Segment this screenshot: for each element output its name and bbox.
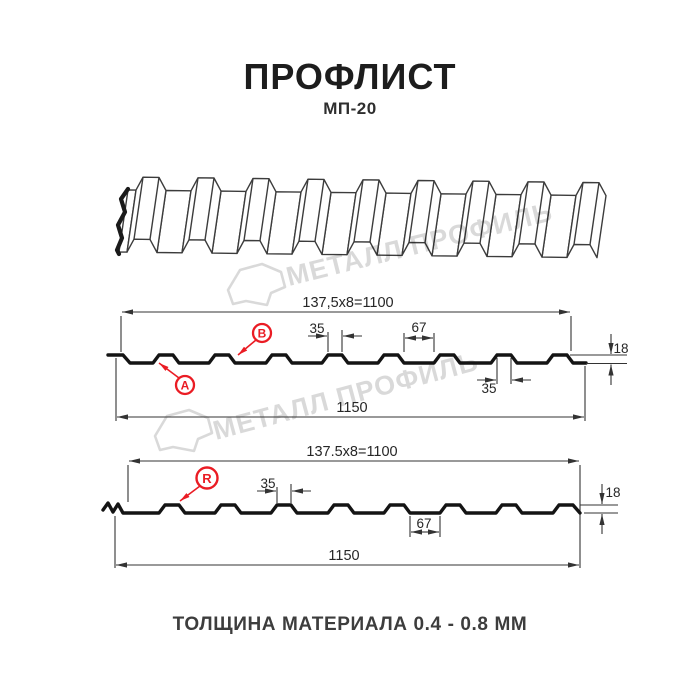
sheet-line [589, 182, 600, 245]
sheet-3d-view [114, 176, 607, 259]
callout-b-label: B [258, 327, 267, 341]
sheet-line [463, 181, 474, 244]
dim-valley-width: 67 [411, 320, 426, 335]
sheet-line [353, 179, 364, 242]
dim-height: 18 [613, 341, 628, 356]
material-thickness-note: ТОЛЩИНА МАТЕРИАЛА 0.4 - 0.8 ММ [172, 614, 528, 635]
sheet-line [243, 178, 254, 241]
dim-coverage-width: 137.5x8=1100 [306, 444, 397, 460]
sheet-line [133, 177, 144, 240]
metall-profil-logo-icon [153, 408, 214, 453]
dim-overall-width: 1150 [336, 400, 367, 416]
sheet-line [408, 180, 419, 243]
dim-height: 18 [605, 485, 620, 500]
metall-profil-logo-icon [226, 262, 287, 307]
sheet-line [534, 181, 545, 245]
sheet-line [259, 178, 270, 241]
sheet-line [518, 181, 529, 244]
profile-back-outline [101, 501, 582, 515]
profile-front-section: 137,5x8=1100 35 67 35 [106, 295, 629, 421]
sheet-line [573, 182, 584, 245]
sheet-line [369, 179, 380, 243]
sheet-line [149, 177, 160, 240]
callout-b: B [237, 322, 273, 356]
dim-valley-width: 67 [416, 516, 431, 531]
sheet-line [114, 186, 131, 257]
dim-rib-top-width: 35 [260, 476, 275, 491]
sheet-line [479, 181, 490, 244]
callout-a: A [158, 362, 196, 396]
profile-front-outline [106, 353, 588, 365]
profile-model-subtitle: МП-20 [323, 99, 377, 118]
callout-a-label: A [181, 379, 190, 393]
profile-back-section: 137.5x8=1100 35 67 18 11 [101, 444, 621, 568]
dim-rib-top-width-lower: 35 [481, 381, 496, 396]
sheet-line [204, 177, 215, 241]
page-title: ПРОФЛИСТ [243, 56, 457, 97]
dim-coverage-width: 137,5x8=1100 [302, 295, 393, 311]
dim-overall-width: 1150 [328, 548, 359, 564]
sheet-line [298, 179, 309, 242]
sheet-line [566, 181, 607, 259]
callout-r-label: R [202, 471, 212, 486]
sheet-line [188, 177, 199, 240]
dim-rib-top-width: 35 [309, 321, 324, 336]
sheet-line [314, 179, 325, 242]
callout-r: R [179, 466, 219, 502]
sheet-line [424, 180, 435, 243]
